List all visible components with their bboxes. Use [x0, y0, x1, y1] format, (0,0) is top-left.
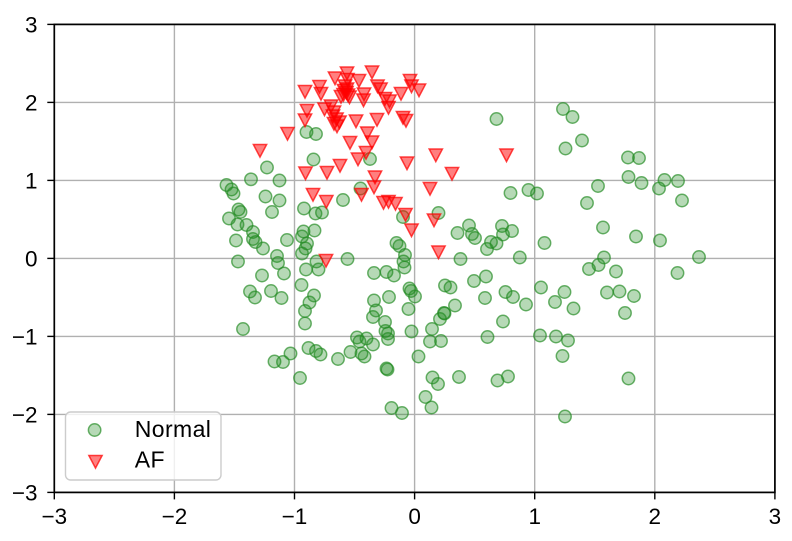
svg-text:3: 3	[769, 504, 782, 529]
svg-text:Normal: Normal	[135, 416, 212, 442]
svg-text:0: 0	[25, 246, 38, 271]
svg-text:−1: −1	[282, 504, 308, 529]
svg-text:−2: −2	[162, 504, 188, 529]
svg-text:1: 1	[528, 504, 541, 529]
svg-text:−3: −3	[12, 480, 38, 505]
svg-text:−2: −2	[12, 402, 38, 427]
svg-text:3: 3	[25, 12, 38, 37]
svg-text:AF: AF	[135, 447, 165, 473]
svg-text:2: 2	[649, 504, 662, 529]
svg-text:0: 0	[408, 504, 421, 529]
svg-text:−3: −3	[41, 504, 67, 529]
svg-text:−1: −1	[12, 324, 38, 349]
svg-text:1: 1	[25, 168, 38, 193]
svg-text:2: 2	[25, 90, 38, 115]
